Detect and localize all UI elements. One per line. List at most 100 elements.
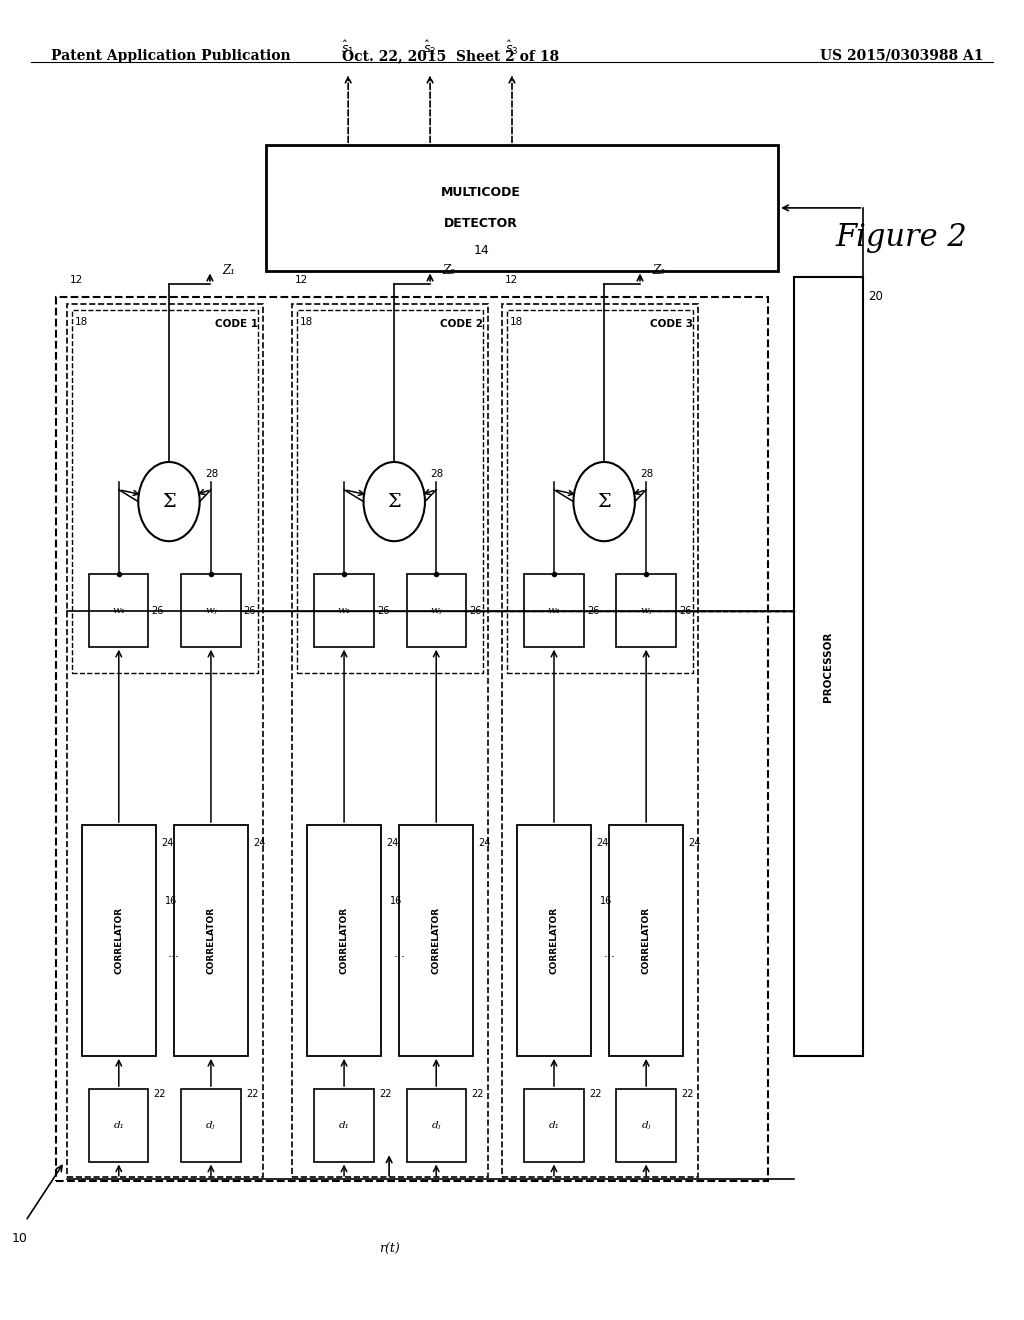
Text: ...: ... xyxy=(168,948,180,960)
Bar xyxy=(72,310,258,673)
Text: 26: 26 xyxy=(152,606,164,615)
Bar xyxy=(89,1089,148,1162)
Text: Z₃: Z₃ xyxy=(652,264,666,277)
Text: Oct. 22, 2015  Sheet 2 of 18: Oct. 22, 2015 Sheet 2 of 18 xyxy=(342,49,559,63)
Text: MULTICODE: MULTICODE xyxy=(441,186,521,198)
Text: 24: 24 xyxy=(253,838,265,849)
Text: CORRELATOR: CORRELATOR xyxy=(432,907,440,974)
Text: wⱼ: wⱼ xyxy=(640,606,652,615)
Bar xyxy=(616,574,676,647)
Text: Patent Application Publication: Patent Application Publication xyxy=(51,49,291,63)
Text: 22: 22 xyxy=(681,1089,693,1100)
Bar xyxy=(82,825,156,1056)
Text: 16: 16 xyxy=(600,896,612,906)
Text: d₁: d₁ xyxy=(114,1121,124,1130)
Text: 12: 12 xyxy=(70,275,83,285)
Text: 24: 24 xyxy=(161,838,173,849)
Bar xyxy=(524,1089,584,1162)
Bar xyxy=(502,304,698,1177)
Bar xyxy=(89,574,148,647)
Text: 24: 24 xyxy=(688,838,700,849)
Bar xyxy=(181,574,241,647)
Text: 22: 22 xyxy=(246,1089,258,1100)
Text: 10: 10 xyxy=(11,1232,28,1245)
Text: $\hat{s}_1$: $\hat{s}_1$ xyxy=(341,38,355,57)
Text: US 2015/0303988 A1: US 2015/0303988 A1 xyxy=(819,49,983,63)
Text: dⱼ: dⱼ xyxy=(431,1121,441,1130)
Text: 12: 12 xyxy=(295,275,308,285)
Text: Σ: Σ xyxy=(597,492,611,511)
Text: 24: 24 xyxy=(386,838,398,849)
Text: 22: 22 xyxy=(154,1089,166,1100)
Text: 22: 22 xyxy=(589,1089,601,1100)
Text: w₁: w₁ xyxy=(113,606,125,615)
Text: CODE 1: CODE 1 xyxy=(215,319,258,330)
Text: r(t): r(t) xyxy=(379,1243,399,1257)
Text: 16: 16 xyxy=(390,896,402,906)
Text: DETECTOR: DETECTOR xyxy=(444,218,518,230)
Text: 26: 26 xyxy=(679,606,691,615)
Text: 28: 28 xyxy=(640,469,653,479)
Text: Z₁: Z₁ xyxy=(222,264,236,277)
Text: w₁: w₁ xyxy=(548,606,560,615)
Text: ...: ... xyxy=(393,948,406,960)
Text: 26: 26 xyxy=(244,606,256,615)
Bar xyxy=(56,297,768,1181)
Bar xyxy=(67,304,263,1177)
Text: dⱼ: dⱼ xyxy=(641,1121,651,1130)
Text: 16: 16 xyxy=(165,896,177,906)
Text: 24: 24 xyxy=(478,838,490,849)
Bar xyxy=(794,277,863,1056)
Text: CODE 3: CODE 3 xyxy=(650,319,693,330)
Text: 26: 26 xyxy=(469,606,481,615)
Bar xyxy=(616,1089,676,1162)
Text: wⱼ: wⱼ xyxy=(430,606,442,615)
Bar xyxy=(307,825,381,1056)
Text: CORRELATOR: CORRELATOR xyxy=(340,907,348,974)
Bar xyxy=(517,825,591,1056)
Bar xyxy=(609,825,683,1056)
Bar xyxy=(407,1089,466,1162)
Text: CODE 2: CODE 2 xyxy=(440,319,483,330)
Bar xyxy=(524,574,584,647)
Text: Figure 2: Figure 2 xyxy=(836,222,967,253)
Text: ...: ... xyxy=(603,948,615,960)
Text: 18: 18 xyxy=(300,317,313,327)
Text: 26: 26 xyxy=(377,606,389,615)
Text: 18: 18 xyxy=(75,317,88,327)
Text: Σ: Σ xyxy=(162,492,176,511)
Text: 14: 14 xyxy=(473,244,489,257)
Text: 20: 20 xyxy=(868,290,884,304)
Text: 28: 28 xyxy=(205,469,218,479)
Text: wⱼ: wⱼ xyxy=(205,606,217,615)
Text: PROCESSOR: PROCESSOR xyxy=(823,631,834,702)
Bar xyxy=(292,304,488,1177)
Text: CORRELATOR: CORRELATOR xyxy=(115,907,123,974)
Bar xyxy=(407,574,466,647)
Bar xyxy=(314,1089,374,1162)
Text: $\hat{s}_2$: $\hat{s}_2$ xyxy=(424,38,436,57)
Bar xyxy=(181,1089,241,1162)
Text: $\hat{s}_3$: $\hat{s}_3$ xyxy=(505,38,519,57)
Text: d₁: d₁ xyxy=(339,1121,349,1130)
Text: 28: 28 xyxy=(430,469,443,479)
Text: CORRELATOR: CORRELATOR xyxy=(642,907,650,974)
Text: dⱼ: dⱼ xyxy=(206,1121,216,1130)
Text: 12: 12 xyxy=(505,275,518,285)
Text: Z₂: Z₂ xyxy=(442,264,456,277)
Bar xyxy=(297,310,483,673)
Text: 18: 18 xyxy=(510,317,523,327)
Text: Σ: Σ xyxy=(387,492,401,511)
Text: d₁: d₁ xyxy=(549,1121,559,1130)
Text: 22: 22 xyxy=(471,1089,483,1100)
Text: 24: 24 xyxy=(596,838,608,849)
Bar xyxy=(314,574,374,647)
Text: w₁: w₁ xyxy=(338,606,350,615)
Bar xyxy=(399,825,473,1056)
Bar xyxy=(507,310,693,673)
Text: CORRELATOR: CORRELATOR xyxy=(207,907,215,974)
Text: 26: 26 xyxy=(587,606,599,615)
Text: CORRELATOR: CORRELATOR xyxy=(550,907,558,974)
Bar xyxy=(266,145,778,271)
Text: 22: 22 xyxy=(379,1089,391,1100)
